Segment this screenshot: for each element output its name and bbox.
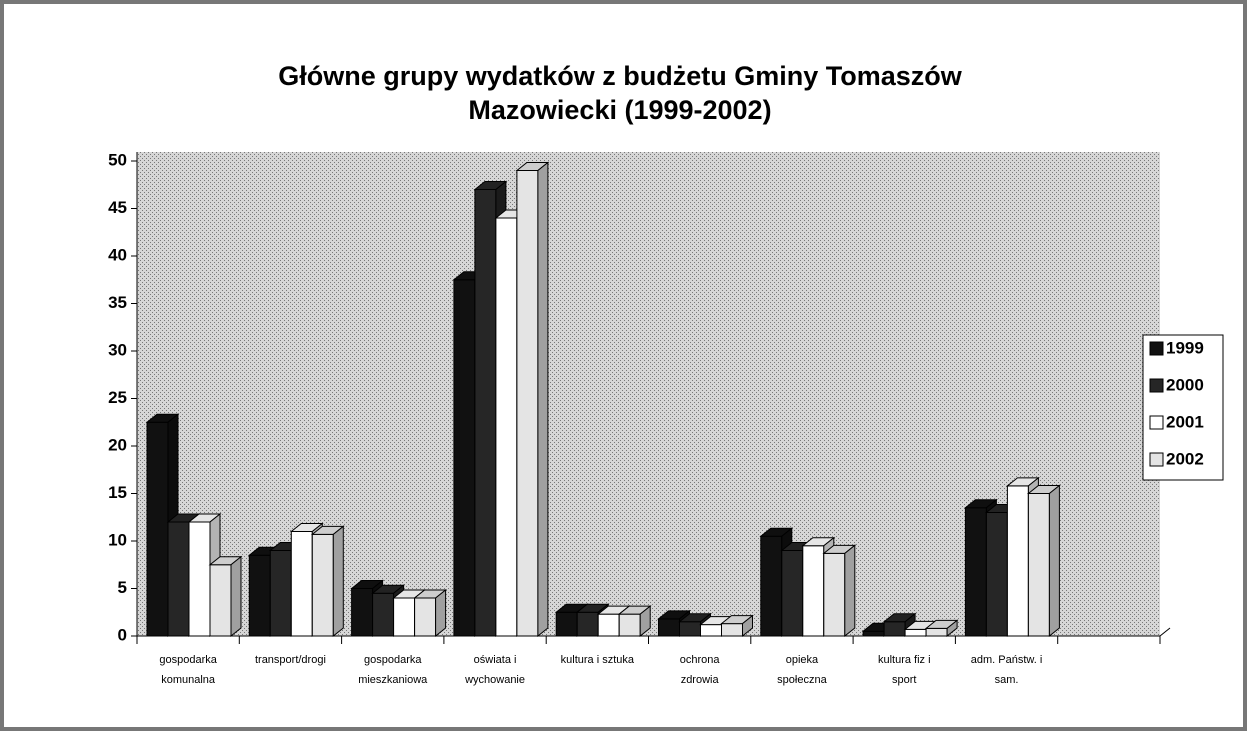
bar bbox=[515, 161, 550, 638]
bar bbox=[822, 544, 857, 638]
legend-label: 2000 bbox=[1166, 375, 1204, 394]
bar-front bbox=[290, 531, 313, 637]
y-tick-label: 40 bbox=[108, 245, 127, 264]
bar-front bbox=[209, 564, 232, 637]
bar-front bbox=[658, 618, 680, 637]
y-tick-label: 30 bbox=[108, 340, 127, 359]
bar-side bbox=[742, 614, 753, 638]
x-tick-label: gospodarka mieszkaniowa bbox=[358, 654, 428, 686]
legend-swatch bbox=[1149, 341, 1164, 356]
legend-label: 2002 bbox=[1166, 449, 1204, 468]
legend-swatch bbox=[1149, 415, 1164, 430]
y-tick-label: 15 bbox=[108, 483, 127, 502]
bar bbox=[720, 614, 754, 638]
y-tick-label: 5 bbox=[118, 578, 127, 597]
bar-front bbox=[393, 597, 416, 637]
bar-side bbox=[435, 588, 447, 638]
bar-side bbox=[946, 619, 958, 638]
bar-front bbox=[904, 628, 927, 637]
bar-front bbox=[495, 217, 518, 637]
bar-front bbox=[985, 512, 1008, 637]
x-tick-label: adm. Państw. i sam. bbox=[971, 654, 1043, 686]
x-tick-label: kultura i sztuka bbox=[561, 654, 635, 666]
bar-front bbox=[618, 613, 641, 637]
bar-front bbox=[372, 592, 395, 637]
y-tick-label: 10 bbox=[108, 530, 127, 549]
bar-front bbox=[269, 550, 292, 637]
y-tick-label: 20 bbox=[108, 435, 127, 454]
bar-front bbox=[862, 630, 885, 637]
x-tick-label: ochrona zdrowia bbox=[680, 654, 721, 686]
bar-front bbox=[802, 545, 825, 637]
bar-front bbox=[555, 611, 578, 637]
bar-front bbox=[1006, 485, 1029, 637]
bar-front bbox=[823, 552, 846, 637]
legend-label: 2001 bbox=[1166, 412, 1204, 431]
y-tick-label: 35 bbox=[108, 293, 127, 312]
bar-front bbox=[1027, 493, 1050, 637]
bar-front bbox=[516, 170, 539, 637]
y-tick-label: 50 bbox=[108, 150, 127, 169]
chart-title: Główne grupy wydatków z budżetu Gminy To… bbox=[278, 61, 963, 125]
bar-front bbox=[414, 597, 437, 637]
x-axis-depth bbox=[1159, 627, 1171, 637]
y-tick-label: 25 bbox=[108, 388, 127, 407]
bar-front bbox=[721, 623, 743, 637]
bar-front bbox=[925, 627, 948, 637]
bar-front bbox=[146, 421, 169, 637]
legend-swatch bbox=[1149, 452, 1164, 467]
bar bbox=[208, 555, 243, 638]
bar-front bbox=[700, 624, 722, 637]
legend-swatch bbox=[1149, 378, 1164, 393]
bar-side bbox=[844, 544, 856, 638]
bar-front bbox=[781, 550, 804, 637]
legend-label: 1999 bbox=[1166, 338, 1204, 357]
x-tick-label: transport/drogi bbox=[255, 654, 326, 666]
x-tick-label: oświata i wychowanie bbox=[464, 654, 525, 686]
bar bbox=[924, 619, 959, 638]
bar-front bbox=[453, 279, 476, 637]
x-tick-label: gospodarka komunalna bbox=[159, 654, 217, 686]
bar bbox=[617, 605, 652, 638]
bar bbox=[310, 525, 345, 638]
bar bbox=[413, 588, 448, 638]
x-tick-label: opieka społeczna bbox=[777, 654, 827, 686]
bar-front bbox=[679, 621, 701, 637]
y-tick-label: 45 bbox=[108, 198, 127, 217]
bar-side bbox=[537, 161, 549, 638]
bar-front bbox=[474, 189, 497, 637]
bar-front bbox=[760, 535, 783, 637]
bar-front bbox=[351, 588, 374, 637]
bar-front bbox=[883, 621, 906, 637]
bar-front bbox=[311, 533, 334, 637]
x-tick-label: kultura fiz i sport bbox=[878, 654, 931, 686]
bar-side bbox=[1048, 484, 1060, 638]
y-tick-label: 0 bbox=[118, 625, 127, 644]
bar bbox=[678, 612, 712, 638]
bar-side bbox=[230, 555, 242, 638]
bar-side bbox=[639, 605, 651, 638]
bar-side bbox=[332, 525, 344, 638]
bar-front bbox=[188, 521, 211, 637]
bar-front bbox=[167, 521, 190, 637]
bar-front bbox=[597, 613, 620, 637]
bar-front bbox=[576, 611, 599, 637]
bar-front bbox=[964, 507, 987, 637]
bar-front bbox=[248, 554, 271, 637]
bar bbox=[1026, 484, 1061, 638]
